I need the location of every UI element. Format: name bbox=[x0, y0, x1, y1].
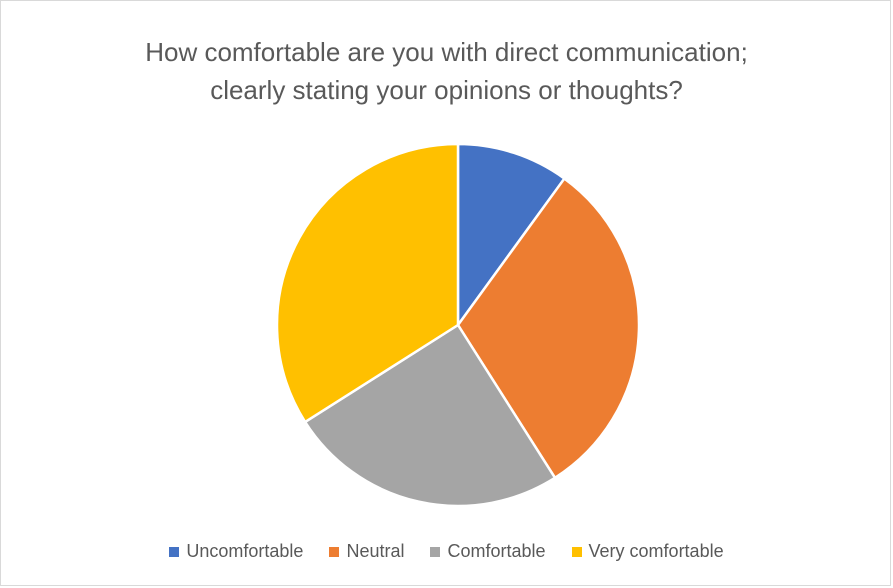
chart-title-line-2: clearly stating your opinions or thought… bbox=[210, 75, 683, 105]
pie-slice-neutral[interactable] bbox=[456, 177, 641, 480]
legend-label-neutral: Neutral bbox=[346, 541, 405, 561]
pie-slice-comfortable[interactable] bbox=[303, 323, 557, 508]
legend-item-very-comfortable[interactable]: Very comfortable bbox=[571, 541, 724, 562]
legend-label-comfortable: Comfortable bbox=[447, 541, 546, 561]
pie-slice-uncomfortable[interactable] bbox=[456, 142, 566, 327]
legend-label-uncomfortable: Uncomfortable bbox=[186, 541, 304, 561]
chart-title: How comfortable are you with direct comm… bbox=[1, 33, 892, 109]
legend-label-very-comfortable: Very comfortable bbox=[588, 541, 724, 561]
legend-swatch-comfortable bbox=[430, 546, 441, 557]
chart-title-line-1: How comfortable are you with direct comm… bbox=[145, 37, 748, 67]
pie-slices bbox=[275, 142, 641, 508]
legend: Uncomfortable Neutral Comfortable Very c… bbox=[1, 541, 892, 562]
legend-item-neutral[interactable]: Neutral bbox=[329, 541, 404, 562]
legend-swatch-neutral bbox=[329, 546, 340, 557]
legend-swatch-very-comfortable bbox=[571, 546, 582, 557]
legend-swatch-uncomfortable bbox=[169, 546, 180, 557]
legend-item-uncomfortable[interactable]: Uncomfortable bbox=[169, 541, 303, 562]
legend-item-comfortable[interactable]: Comfortable bbox=[430, 541, 546, 562]
pie-slice-very-comfortable[interactable] bbox=[275, 142, 460, 424]
